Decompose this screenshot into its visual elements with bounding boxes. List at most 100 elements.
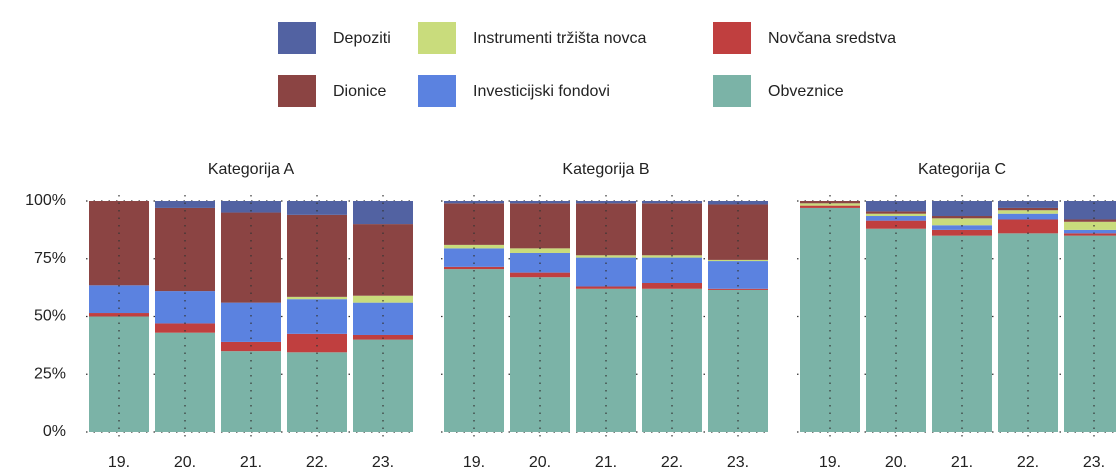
bar-segment — [800, 207, 860, 432]
bar-segment — [353, 224, 413, 296]
bar-segment — [642, 201, 702, 204]
x-tick-label: 23. — [1083, 454, 1105, 471]
x-tick-label: 19. — [463, 454, 485, 471]
bar-segment — [155, 323, 215, 333]
bar-segment — [444, 201, 504, 204]
bar-segment — [998, 213, 1058, 220]
x-tick-label: 23. — [727, 454, 749, 471]
legend-label: Depoziti — [333, 30, 391, 47]
y-tick-label: 25% — [34, 365, 66, 382]
bar-segment — [287, 296, 347, 300]
legend-swatch — [713, 22, 751, 54]
bar-segment — [1064, 201, 1116, 220]
legend-swatch — [278, 75, 316, 107]
bar-segment — [1064, 235, 1116, 432]
bar-segment — [353, 201, 413, 225]
bar-segment — [287, 333, 347, 353]
bar-segment — [221, 212, 281, 303]
bar-segment — [89, 201, 149, 286]
bar-segment — [444, 269, 504, 432]
bar-segment — [353, 339, 413, 432]
bar-segment — [866, 211, 926, 214]
y-tick-label: 100% — [25, 192, 66, 209]
bar-segment — [866, 213, 926, 217]
bar-segment — [155, 207, 215, 292]
bar-segment — [800, 203, 860, 206]
x-tick-label: 20. — [529, 454, 551, 471]
bar-segment — [1064, 219, 1116, 222]
legend-label: Obveznice — [768, 83, 844, 100]
panel-title: Kategorija A — [208, 161, 295, 178]
bar-segment — [155, 291, 215, 324]
x-tick-label: 19. — [108, 454, 130, 471]
bar-segment — [287, 352, 347, 432]
x-tick-label: 23. — [372, 454, 394, 471]
bar-segment — [708, 204, 768, 260]
bar-segment — [576, 203, 636, 256]
bar-segment — [155, 332, 215, 432]
bar-segment — [89, 313, 149, 317]
legend-swatch — [713, 75, 751, 107]
bar-segment — [800, 205, 860, 208]
bar-segment — [708, 259, 768, 262]
legend-swatch — [418, 75, 456, 107]
bar-segment — [866, 201, 926, 212]
bar-segment — [353, 334, 413, 340]
bar-segment — [221, 351, 281, 432]
bar-segment — [998, 201, 1058, 208]
panel-title: Kategorija B — [562, 161, 649, 178]
x-tick-label: 21. — [595, 454, 617, 471]
bar-segment — [932, 201, 992, 217]
bar-segment — [708, 288, 768, 290]
bar-segment — [221, 341, 281, 352]
legend-swatch — [418, 22, 456, 54]
bar-segment — [510, 248, 570, 253]
y-tick-label: 75% — [34, 250, 66, 267]
legend-label: Investicijski fondovi — [473, 83, 610, 100]
bar-segment — [1064, 221, 1116, 230]
bar-segment — [155, 201, 215, 208]
bar-segment — [932, 216, 992, 219]
x-tick-label: 19. — [819, 454, 841, 471]
bar-segment — [510, 201, 570, 204]
y-tick-label: 0% — [43, 423, 66, 440]
legend-swatch — [278, 22, 316, 54]
bar-segment — [998, 210, 1058, 214]
panel-title: Kategorija C — [918, 161, 1006, 178]
bar-segment — [444, 248, 504, 267]
bar-segment — [708, 261, 768, 289]
bar-segment — [444, 244, 504, 249]
bar-segment — [510, 272, 570, 278]
x-tick-label: 20. — [174, 454, 196, 471]
bar-segment — [89, 316, 149, 432]
x-tick-label: 21. — [951, 454, 973, 471]
bar-segment — [998, 207, 1058, 211]
x-tick-label: 22. — [1017, 454, 1039, 471]
x-tick-label: 21. — [240, 454, 262, 471]
legend-label: Dionice — [333, 83, 386, 100]
bar-segment — [576, 201, 636, 204]
bar-segment — [932, 235, 992, 432]
bar-segment — [287, 201, 347, 215]
bar-segment — [1064, 229, 1116, 234]
bar-segment — [800, 201, 860, 204]
x-tick-label: 22. — [661, 454, 683, 471]
bar-segment — [221, 201, 281, 213]
legend-label: Instrumenti tržišta novca — [473, 30, 647, 47]
bar-segment — [353, 295, 413, 303]
bar-segment — [866, 220, 926, 229]
x-tick-label: 22. — [306, 454, 328, 471]
bar-segment — [576, 286, 636, 289]
x-tick-label: 20. — [885, 454, 907, 471]
y-tick-label: 50% — [34, 308, 66, 325]
legend-label: Novčana sredstva — [768, 30, 896, 47]
bar-segment — [221, 302, 281, 342]
bar-segment — [444, 266, 504, 270]
bar-segment — [932, 218, 992, 226]
bar-segment — [444, 203, 504, 245]
bar-segment — [642, 203, 702, 256]
bar-segment — [576, 257, 636, 287]
bar-segment — [1064, 233, 1116, 236]
bar-segment — [932, 225, 992, 230]
